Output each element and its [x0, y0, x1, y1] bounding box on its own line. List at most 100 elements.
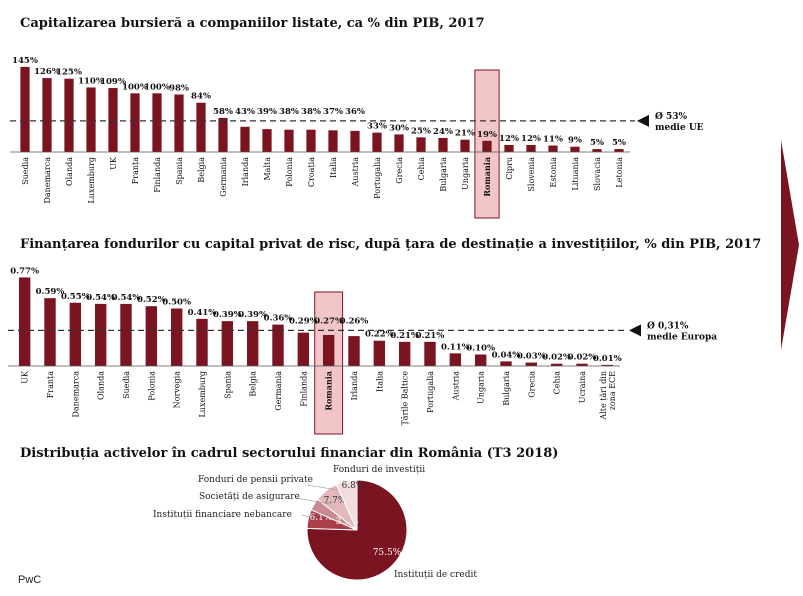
category-label-spania: Spania: [175, 157, 184, 185]
bar-croatia: [306, 129, 316, 152]
category-label-austria: Austria: [351, 157, 360, 188]
bar-portugalia: [424, 341, 436, 366]
value-label-belgia: 0.39%: [238, 310, 267, 320]
category-label-irlanda: Irlanda: [350, 371, 359, 401]
bar-danemarca: [69, 302, 82, 366]
reference-label: Ø 53%: [655, 111, 687, 122]
bar-polonia: [284, 129, 294, 152]
value-label-germania: 58%: [213, 107, 233, 117]
category-label-slovacia: Slovacia: [593, 157, 602, 191]
bar-ungaria: [474, 354, 487, 366]
bar-estonia: [548, 145, 558, 152]
bar-germania: [218, 117, 228, 152]
value-label-olanda: 0.54%: [86, 293, 115, 303]
category-label-romania: Romania: [482, 157, 492, 197]
value-label-suedia: 0.54%: [112, 293, 141, 303]
bar-italia: [373, 340, 386, 366]
pie-category-label-societati-de-asigurare: Societăți de asigurare: [199, 491, 300, 502]
bar-cehia: [550, 363, 563, 366]
bar-irlanda: [240, 126, 250, 152]
bar-ucraina: [576, 363, 588, 366]
leader-line-0: [306, 484, 339, 491]
bar-luxemburg: [86, 87, 96, 152]
value-label-croatia: 38%: [301, 107, 321, 117]
bar-slovenia: [526, 144, 536, 152]
bar-malta: [262, 129, 272, 152]
bar-portugalia: [372, 132, 382, 152]
value-label-germania: 0.36%: [264, 314, 293, 324]
category-label-uk: UK: [21, 370, 30, 384]
bar-norvegia: [170, 308, 183, 366]
value-label-polonia: 0.52%: [137, 295, 166, 305]
category-label-belgia: Belgia: [197, 157, 206, 183]
value-label-luxemburg: 0.41%: [188, 308, 217, 318]
pie-slice-fonduri-de-investitii: [335, 479, 358, 531]
category-label-austria: Austria: [451, 371, 460, 402]
bar-uk: [18, 277, 31, 366]
bar-irlanda: [348, 336, 360, 366]
pie-slice-institutii-de-credit: [306, 479, 408, 581]
pie-category-label-fonduri-de-investitii: Fonduri de investiții: [333, 465, 425, 475]
category-label-letonia: Letonia: [615, 157, 624, 188]
category-label-estonia: Estonia: [549, 157, 558, 188]
value-label-romania: 19%: [477, 130, 497, 140]
chart3-title: Distribuția activelor în cadrul sectorul…: [20, 446, 558, 461]
bar-olanda: [94, 303, 107, 366]
bar-alte-tari-din-zona-ece: [601, 364, 614, 366]
bar-slovacia: [592, 149, 602, 152]
category-label-olanda: Olanda: [65, 157, 74, 186]
bar-austria: [449, 353, 462, 366]
bar-olanda: [64, 78, 74, 152]
value-label-finlanda: 0.29%: [289, 316, 318, 326]
pie-value-label-4: 6.8%: [342, 481, 365, 491]
value-label-cipru: 12%: [499, 134, 519, 144]
category-label-danemarca: Danemarca: [43, 157, 52, 204]
bar-italia: [328, 130, 338, 152]
value-label-slovacia: 5%: [590, 138, 604, 148]
bar-uk: [108, 88, 118, 152]
category-label-norvegia: Norvegia: [173, 371, 182, 409]
category-label-uk: UK: [109, 156, 118, 170]
category-label-bulgaria: Bulgaria: [439, 157, 448, 192]
value-label-franta: 0.59%: [36, 287, 65, 297]
value-label-finlanda: 100%: [144, 82, 170, 92]
category-label-germania: Germania: [274, 371, 283, 411]
chart1-title: Capitalizarea bursieră a companiilor lis…: [20, 16, 485, 31]
category-label-cipru: Cipru: [505, 157, 514, 180]
value-label-austria: 36%: [345, 107, 365, 117]
reference-sublabel: medie UE: [655, 123, 704, 133]
category-label-suedia: Suedia: [21, 157, 30, 185]
category-label-lituania: Lituania: [571, 157, 580, 191]
bar-letonia: [614, 149, 624, 152]
value-label-luxemburg: 110%: [78, 76, 104, 86]
chart-private-equity-funding: Finanțarea fondurilor cu capital privat …: [8, 237, 761, 435]
value-label-tarile-baltice: 0.21%: [390, 331, 419, 341]
category-label-malta: Malta: [263, 157, 272, 181]
value-label-italia: 0.22%: [365, 330, 394, 340]
category-label-ucraina: Ucraina: [578, 371, 587, 404]
category-label-cehia: Cehia: [553, 371, 562, 395]
value-label-slovenia: 12%: [521, 134, 541, 144]
bar-grecia: [394, 134, 404, 152]
category-label-olanda: Olanda: [97, 371, 106, 400]
bar-tarile-baltice: [398, 341, 411, 366]
value-label-malta: 39%: [257, 107, 277, 117]
bar-cipru: [504, 144, 514, 152]
category-label-luxemburg: Luxemburg: [198, 371, 207, 418]
category-label-franta: Franța: [46, 371, 55, 399]
value-label-romania: 0.27%: [314, 316, 343, 326]
reference-sublabel: medie Europa: [647, 332, 717, 342]
value-label-polonia: 38%: [279, 107, 299, 117]
category-label-italia: Italia: [329, 157, 338, 178]
bar-belgia: [246, 321, 259, 366]
bar-romania: [322, 334, 335, 366]
category-label-irlanda: Irlanda: [241, 157, 250, 187]
value-label-cehia: 0.02%: [542, 353, 571, 363]
category-label-bulgaria: Bulgaria: [502, 371, 511, 406]
category-label-alte-tari-din-zona-ece-line1: Alte țări din: [599, 371, 608, 421]
value-label-portugalia: 33%: [367, 122, 387, 132]
pie-value-label-1: 6.1%: [310, 513, 333, 523]
value-label-irlanda: 43%: [235, 107, 255, 117]
category-label-polonia: Polonia: [147, 371, 156, 401]
